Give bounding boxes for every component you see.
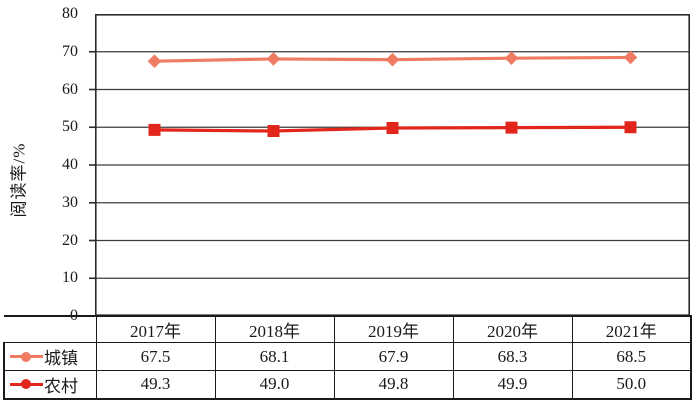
- square-marker: [148, 123, 161, 136]
- y-tick-label: 20: [62, 231, 78, 249]
- urban-value-2020: 68.3: [452, 342, 573, 371]
- series-urban-label: 城镇: [44, 349, 78, 368]
- rural-value-2019: 49.8: [333, 370, 454, 400]
- urban-line-circle-marker-icon: [10, 351, 43, 363]
- rural-value-2018: 49.0: [214, 370, 335, 400]
- table-row-urban: 城镇 67.5 68.1 67.9 68.3 68.5: [3, 342, 692, 371]
- urban-value-2021: 68.5: [571, 342, 692, 371]
- legend-spacer-cell: [4, 315, 97, 343]
- urban-value-2018: 68.1: [214, 342, 335, 371]
- square-marker: [624, 121, 637, 134]
- urban-value-2019: 67.9: [333, 342, 454, 371]
- y-tick-label: 50: [62, 118, 78, 136]
- y-tick-label: 60: [62, 80, 78, 98]
- diamond-marker: [623, 50, 638, 65]
- legend-cell-urban: 城镇: [3, 342, 97, 371]
- y-tick-label: 40: [62, 156, 78, 173]
- square-marker: [267, 125, 280, 138]
- column-header-2021: 2021年: [571, 315, 692, 343]
- rural-value-2017: 49.3: [95, 370, 216, 400]
- diamond-marker: [504, 51, 519, 65]
- plot-area: [89, 14, 691, 317]
- y-axis-label: 阅读率/%: [9, 142, 29, 218]
- square-marker: [505, 121, 518, 134]
- y-tick-label: 80: [62, 5, 78, 22]
- diamond-marker: [147, 54, 162, 68]
- data-table: 2017年 2018年 2019年 2020年 2021年 城镇 67.5 68…: [3, 315, 692, 400]
- series-rural-label: 农村: [44, 376, 78, 396]
- column-header-2020: 2020年: [452, 315, 573, 343]
- diamond-marker: [385, 52, 400, 67]
- rural-value-2021: 50.0: [571, 370, 692, 400]
- column-header-2017: 2017年: [95, 315, 216, 343]
- rural-value-2020: 49.9: [452, 370, 573, 400]
- rural-line-circle-marker-icon: [10, 378, 43, 390]
- urban-value-2017: 67.5: [95, 342, 216, 371]
- y-tick-label: 70: [62, 42, 78, 60]
- column-header-2018: 2018年: [214, 315, 335, 343]
- y-tick-label: 30: [62, 193, 78, 211]
- table-header-row: 2017年 2018年 2019年 2020年 2021年: [4, 315, 692, 343]
- y-tick-label: 10: [62, 269, 78, 287]
- column-header-2019: 2019年: [333, 315, 454, 343]
- square-marker: [386, 122, 399, 135]
- legend-cell-rural: 农村: [3, 370, 97, 400]
- table-row-rural: 农村 49.3 49.0 49.8 49.9 50.0: [3, 370, 692, 400]
- diamond-marker: [266, 52, 281, 66]
